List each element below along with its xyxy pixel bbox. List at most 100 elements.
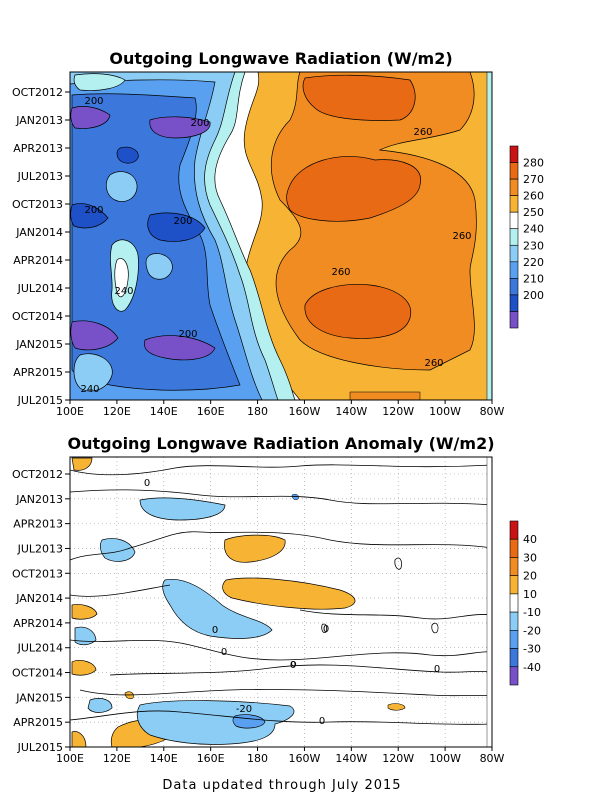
- colorbar-label: 10: [523, 588, 537, 601]
- colorbar-swatch: [509, 538, 519, 558]
- colorbar-label: 280: [523, 157, 544, 170]
- x-tick-label: 100E: [56, 752, 84, 765]
- colorbar-swatch: [509, 211, 519, 230]
- colorbar-swatch: [509, 162, 519, 180]
- y-tick-label: OCT2014: [12, 310, 63, 323]
- colorbar-swatch: [509, 145, 519, 163]
- y-tick-label: APR2015: [13, 366, 63, 379]
- y-tick-label: JAN2013: [15, 493, 63, 506]
- olr-contour-label: 260: [331, 267, 350, 278]
- olr-y-axis: OCT2012 JAN2013 APR2013 JUL2013 OCT2013 JAN20…: [12, 86, 70, 407]
- x-tick-label: 100E: [56, 405, 84, 418]
- y-tick-label: JAN2015: [15, 691, 63, 704]
- colorbar-label: -20: [523, 624, 541, 637]
- y-tick-label: APR2014: [13, 254, 63, 267]
- x-tick-label: 180: [247, 405, 268, 418]
- anomaly-x-axis: 100E 120E 140E 160E 180 160W 140W 120W 100W 80W: [56, 747, 505, 765]
- anomaly-contour-label: 0: [319, 716, 325, 727]
- colorbar-label: -30: [523, 643, 541, 656]
- colorbar-label: 250: [523, 206, 544, 219]
- colorbar-swatch: [509, 278, 519, 296]
- colorbar-label: 260: [523, 190, 544, 203]
- colorbar-label: 200: [523, 289, 544, 302]
- olr-contour-label: 260: [424, 358, 443, 369]
- colorbar-label: 220: [523, 256, 544, 269]
- y-tick-label: JAN2013: [15, 114, 63, 127]
- colorbar-swatch: [509, 244, 519, 263]
- colorbar-swatch: [509, 666, 519, 686]
- x-tick-label: 120E: [103, 752, 131, 765]
- anomaly-frame: [69, 456, 493, 748]
- x-tick-label: 180: [247, 752, 268, 765]
- y-tick-label: APR2013: [13, 142, 63, 155]
- olr-colorbar: 280 270 260 250 240 230 220 210 200: [509, 145, 544, 329]
- olr-title: Outgoing Longwave Radiation (W/m2): [109, 49, 452, 68]
- colorbar-label: -40: [523, 661, 541, 674]
- colorbar-swatch: [509, 575, 519, 595]
- olr-x-axis: 100E 120E 140E 160E 180 160W 140W 120W 100W 80W: [56, 400, 505, 418]
- y-tick-label: JUL2014: [17, 642, 63, 655]
- anomaly-panel: Outgoing Longwave Radiation Anomaly (W/m…: [12, 434, 541, 765]
- anomaly-contour-label: 0: [212, 625, 218, 636]
- anomaly-contour-label: 0: [323, 624, 329, 635]
- olr-contour-label: 200: [84, 96, 103, 107]
- anomaly-y-axis: OCT2012 JAN2013 APR2013 JUL2013 OCT2013 JAN20…: [12, 468, 70, 754]
- olr-panel: Outgoing Longwave Radiation (W/m2): [12, 49, 544, 418]
- olr-contour-label: 200: [173, 216, 192, 227]
- anomaly-contour-label: 0: [144, 478, 150, 489]
- anomaly-contour-label: 0: [434, 664, 440, 675]
- colorbar-swatch: [509, 261, 519, 279]
- colorbar-label: 20: [523, 570, 537, 583]
- olr-contour-label: 200: [84, 205, 103, 216]
- y-tick-label: JAN2014: [15, 226, 63, 239]
- colorbar-label: 30: [523, 551, 537, 564]
- footer-note: Data updated through July 2015: [162, 778, 401, 793]
- y-tick-label: OCT2013: [12, 567, 63, 580]
- colorbar-swatch: [509, 195, 519, 213]
- y-tick-label: APR2015: [13, 716, 63, 729]
- olr-contour-label: 240: [80, 384, 99, 395]
- colorbar-swatch: [509, 311, 519, 329]
- x-tick-label: 120W: [382, 752, 414, 765]
- x-tick-label: 140E: [150, 752, 178, 765]
- y-tick-label: APR2014: [13, 617, 63, 630]
- y-tick-label: JUL2015: [17, 394, 63, 407]
- colorbar-swatch: [509, 228, 519, 246]
- x-tick-label: 120W: [382, 405, 414, 418]
- olr-contour-label: 240: [114, 286, 133, 297]
- colorbar-swatch: [509, 593, 519, 613]
- anomaly-contour-label: 0: [290, 660, 296, 671]
- x-tick-label: 120E: [103, 405, 131, 418]
- x-tick-label: 100W: [429, 405, 461, 418]
- anomaly-contour-labels: 0 0 0 0 0 0 -20 0: [144, 478, 440, 727]
- x-tick-label: 160E: [197, 752, 225, 765]
- y-tick-label: JUL2013: [17, 542, 63, 555]
- colorbar-label: 240: [523, 223, 544, 236]
- anomaly-field: [70, 457, 492, 747]
- colorbar-label: 230: [523, 239, 544, 252]
- x-tick-label: 140W: [335, 405, 367, 418]
- x-tick-label: 160W: [289, 752, 321, 765]
- anomaly-colorbar: 40 30 20 10 -10 -20 -30 -40: [509, 520, 541, 686]
- colorbar-swatch: [509, 648, 519, 668]
- y-tick-label: OCT2012: [12, 86, 63, 99]
- x-tick-label: 80W: [480, 752, 505, 765]
- y-tick-label: JUL2015: [17, 741, 63, 754]
- colorbar-label: 40: [523, 533, 537, 546]
- olr-contour-label: 200: [178, 329, 197, 340]
- colorbar-swatch: [509, 178, 519, 196]
- olr-contour-labels: 200 200 260 200 200 260 260 240 200 260 …: [80, 96, 471, 395]
- colorbar-swatch: [509, 630, 519, 649]
- y-tick-label: APR2013: [13, 518, 63, 531]
- x-tick-label: 140E: [150, 405, 178, 418]
- olr-contour-label: 260: [413, 127, 432, 138]
- olr-frame: [69, 71, 493, 401]
- y-tick-label: JUL2013: [17, 170, 63, 183]
- x-tick-label: 160W: [289, 405, 321, 418]
- x-tick-label: 100W: [429, 752, 461, 765]
- olr-field: [70, 72, 492, 400]
- colorbar-swatch: [509, 520, 519, 540]
- anomaly-contour-label: -20: [236, 704, 252, 715]
- y-tick-label: OCT2014: [12, 667, 63, 680]
